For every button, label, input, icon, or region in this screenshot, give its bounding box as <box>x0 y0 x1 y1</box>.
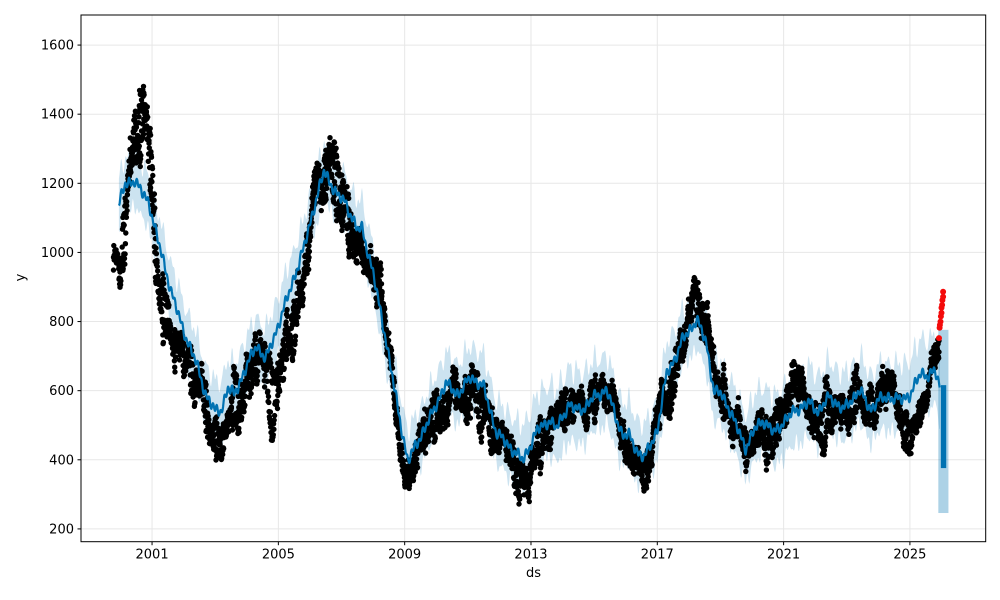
x-tick-label: 2021 <box>767 548 800 563</box>
x-tick-label: 2001 <box>136 548 169 563</box>
uncertainty-band <box>118 140 940 497</box>
grid-lines <box>81 15 986 542</box>
x-tick-label: 2017 <box>641 548 674 563</box>
y-tick-label: 1000 <box>41 246 74 261</box>
x-tick-label: 2009 <box>388 548 421 563</box>
forecast-line <box>117 168 941 465</box>
y-tick-label: 400 <box>49 453 74 468</box>
anomaly-points <box>936 288 947 342</box>
y-tick-label: 200 <box>49 522 74 537</box>
x-axis-label: ds <box>525 566 542 581</box>
y-tick-label: 600 <box>49 384 74 399</box>
x-tick-label: 2013 <box>514 548 547 563</box>
y-tick-label: 1600 <box>41 39 74 54</box>
x-tick-label: 2025 <box>893 548 926 563</box>
tick-marks <box>77 44 911 546</box>
y-axis-label: y <box>13 273 29 282</box>
x-tick-label: 2005 <box>262 548 295 563</box>
y-tick-label: 800 <box>49 315 74 330</box>
y-tick-label: 1200 <box>41 177 74 192</box>
y-tick-label: 1400 <box>41 108 74 123</box>
tick-labels: 2001 2005 2009 2013 2017 2021 2025 200 400 600 800… <box>41 39 927 563</box>
terminal-forecast-cluster <box>940 385 947 469</box>
plot-spines <box>80 14 987 543</box>
